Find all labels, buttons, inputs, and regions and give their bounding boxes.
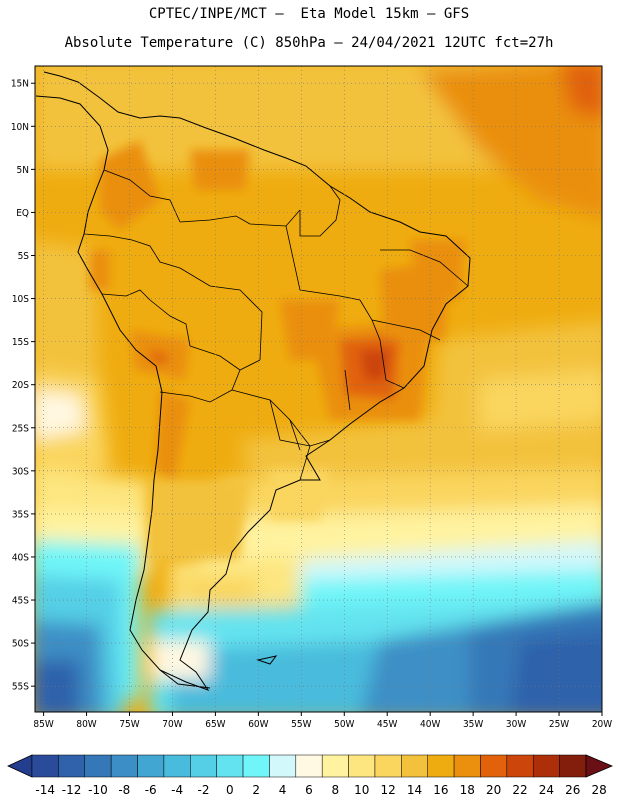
colorbar-swatch: [321, 754, 349, 778]
lat-tick-label: 30S: [12, 466, 29, 477]
colorbar-swatch: [242, 754, 270, 778]
colorbar-label: 4: [279, 783, 287, 797]
colorbar-label: 24: [539, 783, 554, 797]
colorbar-label: 16: [433, 783, 448, 797]
lon-tick-label: 80W: [76, 719, 96, 730]
colorbar-label: 6: [305, 783, 313, 797]
map-title: CPTEC/INPE/MCT – Eta Model 15km – GFS: [148, 6, 470, 22]
latitude-labels: 15N 10N 5N EQ 5S 10S 15S 20S 25S 30S 35S 40S 45S 50S 5…: [11, 79, 35, 693]
lon-tick-label: 60W: [248, 719, 268, 730]
lon-tick-label: 45W: [377, 719, 397, 730]
colorbar-label: -10: [88, 783, 108, 797]
colorbar-label: 28: [592, 783, 607, 797]
map-subtitle: Absolute Temperature (C) 850hPa – 24/04/…: [64, 35, 554, 51]
colorbar-label: -12: [62, 783, 82, 797]
colorbar-label: -2: [197, 783, 209, 797]
colorbar-swatch: [295, 754, 323, 778]
colorbar-swatch: [190, 754, 217, 778]
colorbar-label: 14: [407, 783, 422, 797]
colorbar-label: 22: [512, 783, 527, 797]
colorbar-label: 8: [332, 783, 340, 797]
colorbar-label: 10: [354, 783, 369, 797]
colorbar-swatch: [84, 754, 112, 778]
lon-tick-label: 70W: [162, 719, 182, 730]
lon-tick-label: 85W: [33, 719, 53, 730]
colorbar-swatch: [427, 754, 455, 778]
colorbar-label: -8: [118, 783, 130, 797]
lat-tick-label: EQ: [16, 208, 29, 219]
lat-tick-label: 45S: [12, 596, 29, 607]
colorbar-swatch: [269, 754, 297, 778]
graticule: [35, 66, 603, 712]
lon-tick-label: 55W: [291, 719, 311, 730]
lon-tick-label: 25W: [549, 719, 569, 730]
colorbar-swatch: [216, 754, 244, 778]
colorbar-swatch: [401, 754, 428, 778]
colorbar-label: 20: [486, 783, 501, 797]
colorbar-label: -6: [145, 783, 157, 797]
lon-tick-label: 65W: [205, 719, 225, 730]
colorbar-label: 2: [252, 783, 260, 797]
lat-tick-label: 35S: [12, 509, 29, 520]
lat-tick-label: 5N: [17, 165, 29, 176]
colorbar-swatch: [374, 754, 402, 778]
colorbar-label: -4: [171, 783, 183, 797]
lat-tick-label: 10S: [12, 294, 29, 305]
colorbar-over-arrow: [585, 754, 614, 778]
coastline: [35, 71, 471, 691]
colorbar-swatch: [110, 754, 138, 778]
lon-tick-label: 50W: [334, 719, 354, 730]
lat-tick-label: 50S: [12, 639, 29, 650]
longitude-labels: 85W 80W 75W 70W 65W 60W 55W 50W 45W 40W 35W 30W 25W 2…: [33, 712, 612, 730]
colorbar-under-arrow: [7, 754, 33, 778]
colorbar-swatch: [532, 754, 560, 778]
colorbar-swatch: [453, 754, 481, 778]
lat-tick-label: 55S: [12, 682, 29, 693]
lon-tick-label: 75W: [119, 719, 139, 730]
lon-tick-label: 20W: [592, 719, 612, 730]
colorbar-swatch: [31, 754, 59, 778]
lon-tick-label: 40W: [420, 719, 440, 730]
lat-tick-label: 10N: [11, 122, 29, 133]
lat-tick-label: 15N: [11, 79, 29, 90]
colorbar-label: 0: [226, 783, 234, 797]
colorbar-swatch: [559, 754, 587, 778]
lon-tick-label: 35W: [463, 719, 483, 730]
map-frame: [34, 65, 603, 713]
colorbar-swatch: [163, 754, 191, 778]
temperature-field: [35, 66, 602, 712]
colorbar: -14 -12 -10 -8 -6 -4 -2 0 2 4 6 8 10 12 14 16 18 20 22 24 26…: [7, 754, 614, 797]
country-borders: [83, 169, 469, 481]
lat-tick-label: 5S: [18, 251, 30, 262]
lat-tick-label: 40S: [12, 552, 29, 563]
lat-tick-label: 20S: [12, 380, 29, 391]
colorbar-label: 12: [381, 783, 396, 797]
colorbar-swatch: [480, 754, 508, 778]
colorbar-label: -14: [35, 783, 55, 797]
colorbar-swatch: [506, 754, 534, 778]
lat-tick-label: 25S: [12, 423, 29, 434]
colorbar-swatch: [137, 754, 165, 778]
colorbar-label: 18: [460, 783, 475, 797]
colorbar-swatch: [348, 754, 376, 778]
colorbar-label: 26: [565, 783, 580, 797]
lat-tick-label: 15S: [12, 337, 29, 348]
colorbar-swatch: [58, 754, 86, 778]
lon-tick-label: 30W: [506, 719, 526, 730]
